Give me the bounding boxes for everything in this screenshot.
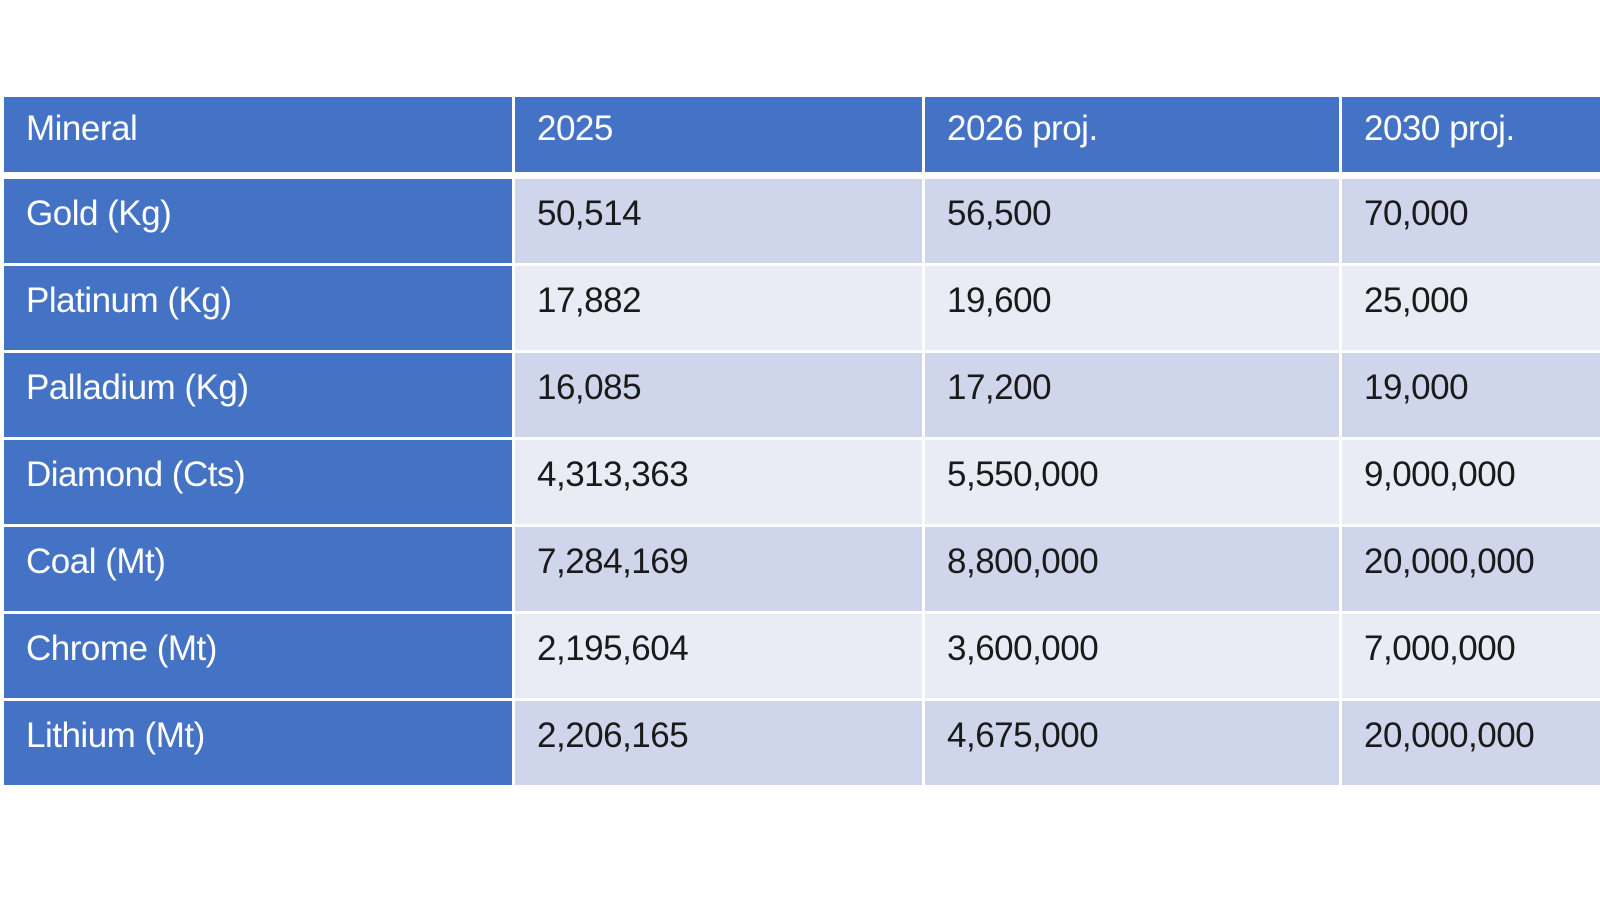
header-2030-proj: 2030 proj. (1342, 97, 1600, 179)
mineral-name-cell: Coal (Mt) (4, 527, 515, 614)
table-body: Gold (Kg) 50,514 56,500 70,000 Platinum … (4, 179, 1600, 788)
value-2025-cell: 7,284,169 (515, 527, 925, 614)
table-row: Platinum (Kg) 17,882 19,600 25,000 (4, 266, 1600, 353)
value-2026-proj-cell: 5,550,000 (925, 440, 1342, 527)
value-2025-cell: 16,085 (515, 353, 925, 440)
header-2026-proj: 2026 proj. (925, 97, 1342, 179)
value-2026-proj-cell: 8,800,000 (925, 527, 1342, 614)
mineral-production-table: Mineral 2025 2026 proj. 2030 proj. Gold … (4, 97, 1600, 788)
table-row: Diamond (Cts) 4,313,363 5,550,000 9,000,… (4, 440, 1600, 527)
value-2030-proj-cell: 7,000,000 (1342, 614, 1600, 701)
table-row: Palladium (Kg) 16,085 17,200 19,000 (4, 353, 1600, 440)
mineral-name-cell: Gold (Kg) (4, 179, 515, 266)
value-2030-proj-cell: 9,000,000 (1342, 440, 1600, 527)
mineral-name-cell: Diamond (Cts) (4, 440, 515, 527)
value-2030-proj-cell: 70,000 (1342, 179, 1600, 266)
header-mineral: Mineral (4, 97, 515, 179)
value-2025-cell: 2,195,604 (515, 614, 925, 701)
value-2026-proj-cell: 4,675,000 (925, 701, 1342, 788)
value-2026-proj-cell: 56,500 (925, 179, 1342, 266)
value-2025-cell: 4,313,363 (515, 440, 925, 527)
value-2026-proj-cell: 19,600 (925, 266, 1342, 353)
value-2030-proj-cell: 19,000 (1342, 353, 1600, 440)
value-2030-proj-cell: 20,000,000 (1342, 527, 1600, 614)
header-row: Mineral 2025 2026 proj. 2030 proj. (4, 97, 1600, 179)
table-row: Chrome (Mt) 2,195,604 3,600,000 7,000,00… (4, 614, 1600, 701)
value-2025-cell: 2,206,165 (515, 701, 925, 788)
value-2030-proj-cell: 25,000 (1342, 266, 1600, 353)
value-2025-cell: 17,882 (515, 266, 925, 353)
header-2025: 2025 (515, 97, 925, 179)
table-row: Gold (Kg) 50,514 56,500 70,000 (4, 179, 1600, 266)
value-2026-proj-cell: 17,200 (925, 353, 1342, 440)
mineral-name-cell: Platinum (Kg) (4, 266, 515, 353)
table-header: Mineral 2025 2026 proj. 2030 proj. (4, 97, 1600, 179)
mineral-production-table-container: Mineral 2025 2026 proj. 2030 proj. Gold … (4, 97, 1600, 788)
table-row: Coal (Mt) 7,284,169 8,800,000 20,000,000 (4, 527, 1600, 614)
mineral-name-cell: Chrome (Mt) (4, 614, 515, 701)
mineral-name-cell: Palladium (Kg) (4, 353, 515, 440)
value-2025-cell: 50,514 (515, 179, 925, 266)
mineral-name-cell: Lithium (Mt) (4, 701, 515, 788)
value-2030-proj-cell: 20,000,000 (1342, 701, 1600, 788)
table-row: Lithium (Mt) 2,206,165 4,675,000 20,000,… (4, 701, 1600, 788)
value-2026-proj-cell: 3,600,000 (925, 614, 1342, 701)
